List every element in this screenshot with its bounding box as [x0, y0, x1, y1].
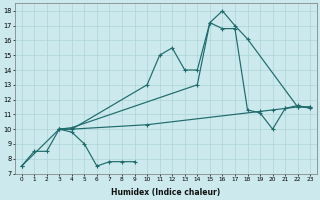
X-axis label: Humidex (Indice chaleur): Humidex (Indice chaleur)	[111, 188, 220, 197]
